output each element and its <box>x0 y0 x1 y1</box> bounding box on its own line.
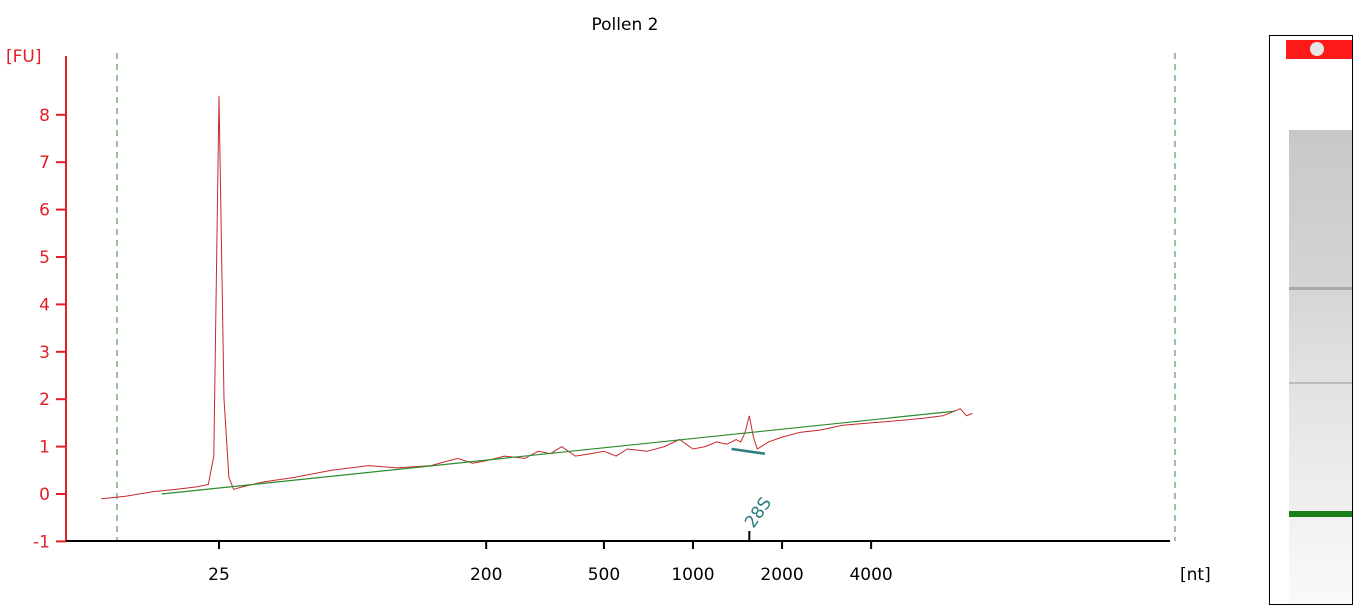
peak-label-28s: 28S <box>741 494 776 532</box>
y-tick-label: -1 <box>33 532 50 552</box>
gel-band-faint <box>1289 287 1352 290</box>
x-tick-label: 1000 <box>671 565 714 585</box>
x-tick-label: 500 <box>588 565 620 585</box>
y-tick-label: 4 <box>39 295 50 315</box>
ladder-marker-icon <box>1310 42 1324 56</box>
baseline-line <box>161 410 956 495</box>
chart-title: Pollen 2 <box>592 15 659 35</box>
x-tick-label: 200 <box>470 565 502 585</box>
y-tick-label: 2 <box>39 390 50 410</box>
x-tick-label: 25 <box>208 565 230 585</box>
y-tick-label: 8 <box>39 106 50 126</box>
x-axis-label: [nt] <box>1180 565 1211 585</box>
y-tick-label: 0 <box>39 485 50 505</box>
signal-trace <box>101 95 973 500</box>
gel-band-faint <box>1289 382 1352 384</box>
y-tick-label: 6 <box>39 201 50 221</box>
y-tick-label: 3 <box>39 343 50 363</box>
x-tick-label: 2000 <box>760 565 803 585</box>
gel-lane-marker-header <box>1286 40 1352 59</box>
gel-lane <box>1269 35 1353 605</box>
y-tick-label: 7 <box>39 153 50 173</box>
y-tick-label: 5 <box>39 248 50 268</box>
y-axis-label: [FU] <box>6 47 42 67</box>
x-tick-label: 4000 <box>849 565 892 585</box>
peak-area-marker <box>731 447 766 455</box>
gel-band-marker <box>1289 511 1352 517</box>
y-tick-label: 1 <box>39 438 50 458</box>
gel-smear <box>1289 130 1352 604</box>
